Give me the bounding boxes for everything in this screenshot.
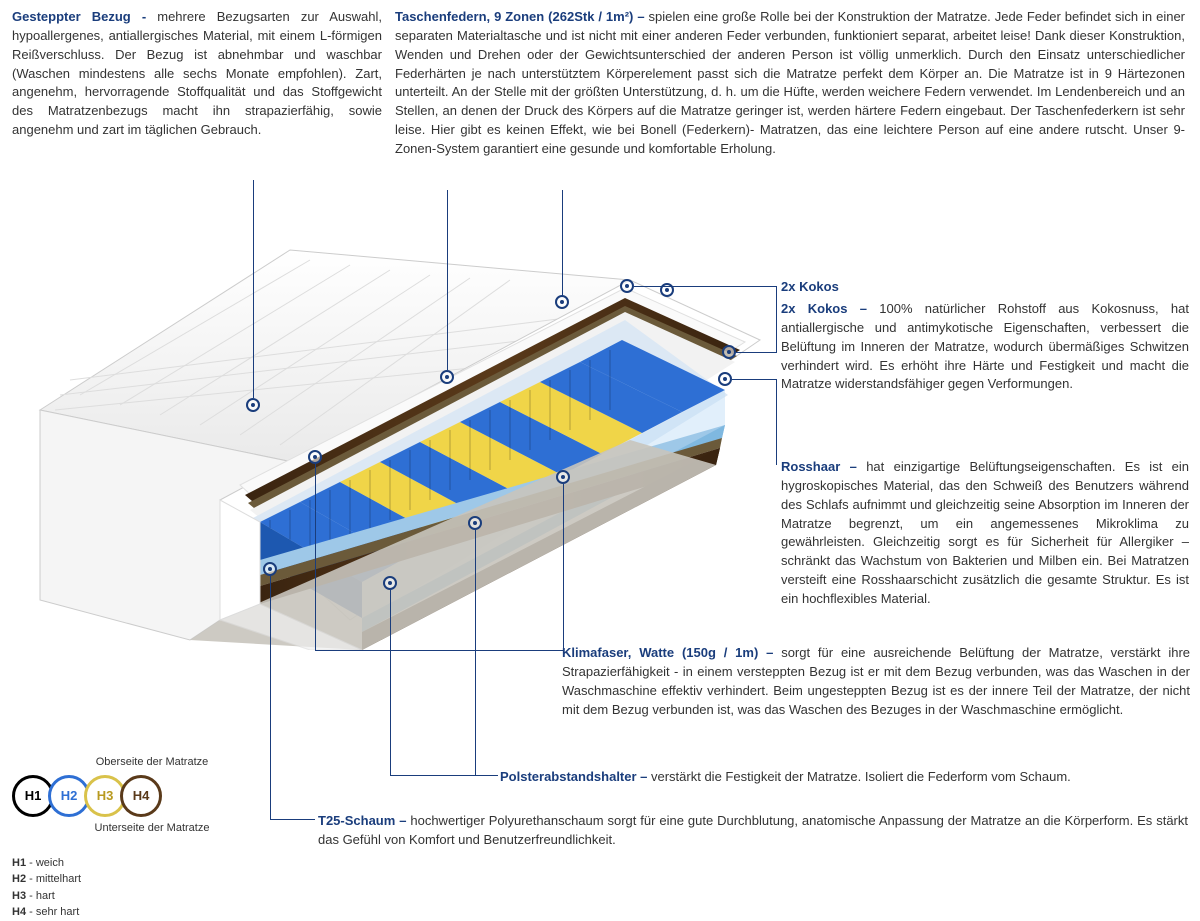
section-klima: Klimafaser, Watte (150g / 1m) – sorgt fü… <box>562 644 1190 719</box>
section-t25: T25-Schaum – hochwertiger Polyurethansch… <box>318 812 1188 850</box>
leader-rosshaar-h <box>732 379 776 380</box>
leader-rosshaar-v <box>776 379 777 465</box>
marker-federn <box>440 370 454 384</box>
section-kokos: 2x Kokos – 100% natürlicher Rohstoff aus… <box>781 300 1189 394</box>
title-rosshaar: Rosshaar – <box>781 459 866 474</box>
marker-kokos-bot <box>722 345 736 359</box>
text-polster: verstärkt die Festigkeit der Matratze. I… <box>651 769 1071 784</box>
marker-federn-2 <box>555 295 569 309</box>
text-t25: hochwertiger Polyurethanschaum sorgt für… <box>318 813 1188 847</box>
leader-bezug <box>253 180 254 398</box>
title-t25: T25-Schaum – <box>318 813 410 828</box>
marker-rosshaar <box>718 372 732 386</box>
leader-klima-2 <box>315 464 316 650</box>
marker-bezug <box>246 398 260 412</box>
marker-klima-2 <box>308 450 322 464</box>
title-klima: Klimafaser, Watte (150g / 1m) – <box>562 645 781 660</box>
text-rosshaar: hat einzigartige Belüftungseigenschaften… <box>781 459 1189 606</box>
leader-federn <box>447 190 448 370</box>
title-bezug: Gesteppter Bezug - <box>12 9 157 24</box>
title-taschenfedern: Taschenfedern, 9 Zonen (262Stk / 1m²) – <box>395 9 649 24</box>
section-taschenfedern: Taschenfedern, 9 Zonen (262Stk / 1m²) – … <box>395 8 1185 159</box>
marker-t25 <box>263 562 277 576</box>
text-taschenfedern: spielen eine große Rolle bei der Konstru… <box>395 9 1185 156</box>
leader-federn-2 <box>562 190 563 297</box>
leader-kokos-v <box>776 286 777 353</box>
leader-klima <box>563 484 564 650</box>
leader-polster-2 <box>390 590 391 775</box>
legend-bot-label: Unterseite der Matratze <box>42 821 262 837</box>
marker-polster <box>468 516 482 530</box>
legend-rings: H1 H2 H3 H4 <box>12 775 262 817</box>
title-kokos: 2x Kokos – <box>781 301 879 316</box>
text-bezug: mehrere Bezugsarten zur Auswahl, hypoall… <box>12 9 382 137</box>
hardness-legend: Oberseite der Matratze H1 H2 H3 H4 Unter… <box>12 755 262 921</box>
section-polster: Polsterabstandshalter – verstärkt die Fe… <box>500 768 1190 787</box>
leader-kokos <box>634 286 776 287</box>
ring-h4: H4 <box>120 775 162 817</box>
hardness-list: H1 - weich H2 - mittelhart H3 - hart H4 … <box>12 855 262 921</box>
section-rosshaar: Rosshaar – hat einzigartige Belüftungsei… <box>781 458 1189 609</box>
leader-kokos-2 <box>736 352 776 353</box>
title-kokos-standalone: 2x Kokos <box>781 278 981 297</box>
marker-kokos-top <box>620 279 634 293</box>
leader-polster-h <box>390 775 498 776</box>
marker-polster-2 <box>383 576 397 590</box>
section-bezug: Gesteppter Bezug - mehrere Bezugsarten z… <box>12 8 382 140</box>
marker-klima <box>556 470 570 484</box>
title-polster: Polsterabstandshalter – <box>500 769 651 784</box>
leader-t25 <box>270 576 271 819</box>
leader-klima-h <box>315 650 563 651</box>
leader-polster <box>475 530 476 775</box>
legend-top-label: Oberseite der Matratze <box>42 755 262 771</box>
leader-t25-h <box>270 819 315 820</box>
